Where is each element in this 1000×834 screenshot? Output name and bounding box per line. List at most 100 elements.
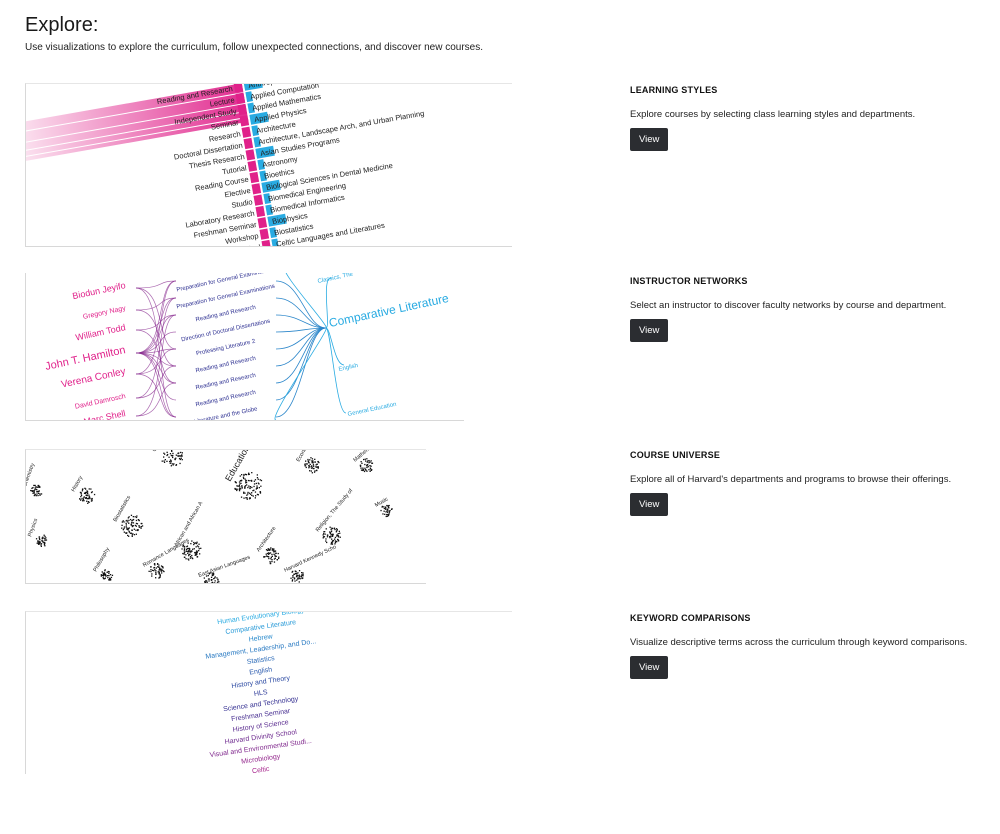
department-bar	[271, 238, 279, 246]
instructor-course-link	[135, 365, 177, 399]
instructor-networks-view-button[interactable]: View	[630, 319, 669, 342]
department-cluster	[121, 514, 144, 537]
department-bar	[269, 227, 277, 239]
keyword-label: HLS	[254, 689, 269, 698]
course-label: Reading and Research	[195, 356, 256, 375]
card-description: Select an instructor to discover faculty…	[630, 300, 947, 311]
other-department-label: General Education	[347, 402, 397, 418]
department-cluster	[290, 570, 304, 583]
style-band	[26, 103, 247, 155]
page-subtitle: Use visualizations to explore the curric…	[25, 42, 484, 53]
keyword-link	[281, 652, 512, 694]
department-cluster	[304, 457, 320, 474]
course-label: Professing Literature 2	[196, 339, 257, 358]
keyword-link	[26, 716, 261, 740]
department-link	[274, 327, 327, 420]
department-cluster	[181, 540, 202, 561]
instructor-course-link	[135, 373, 177, 418]
department-cluster	[100, 569, 114, 581]
keyword-link	[281, 652, 512, 683]
style-bar	[249, 171, 260, 184]
department-label: Mathematics	[352, 450, 380, 464]
department-cluster	[148, 563, 165, 579]
keyword-link	[281, 652, 512, 716]
style-bar	[247, 160, 258, 172]
style-band	[26, 84, 244, 136]
course-department-link	[275, 327, 327, 367]
instructor-course-link	[135, 348, 177, 375]
course-department-link	[275, 280, 327, 329]
style-bar	[261, 239, 272, 246]
department-label: Religion, The Study of	[315, 488, 355, 534]
department-cluster	[79, 487, 96, 504]
keyword-label: English	[249, 666, 273, 676]
department-bar	[263, 193, 271, 205]
department-bar	[247, 102, 256, 114]
instructor-course-link	[135, 329, 177, 384]
style-label: Studio	[231, 197, 254, 210]
keyword-comparisons-thumbnail[interactable]: Human Evolutionary Biology Comparative Li…	[25, 611, 512, 774]
learning-styles-thumbnail[interactable]: Reading and Research Lecture Independent S…	[25, 83, 512, 247]
department-bar	[251, 125, 260, 137]
style-band	[26, 117, 249, 166]
keyword-label: Statistics	[246, 655, 275, 666]
department-bar	[243, 84, 263, 91]
card-title: LEARNING STYLES	[630, 85, 718, 95]
style-label: Clinical	[236, 242, 262, 246]
learning-styles-view-button[interactable]: View	[630, 128, 669, 151]
keyword-link	[281, 650, 512, 652]
department-label: Government	[152, 450, 173, 453]
department-bar	[249, 111, 269, 125]
keyword-link	[281, 652, 512, 760]
keyword-label: Hebrew	[248, 633, 274, 643]
style-label: Elective	[224, 186, 251, 199]
keyword-label: History and Theory	[231, 675, 291, 690]
style-bar	[243, 137, 254, 150]
course-universe-thumbnail[interactable]: Education African and African A Biostatist…	[25, 449, 426, 584]
department-bar	[259, 170, 268, 182]
department-cluster	[322, 526, 341, 545]
instructor-course-link	[135, 352, 177, 384]
other-department-label: Classics, The	[317, 273, 354, 285]
course-label: Reading and Research	[195, 305, 256, 324]
course-department-link	[275, 327, 327, 401]
department-bar	[245, 91, 254, 103]
instructor-course-link	[135, 297, 177, 399]
department-label: Chemistry	[26, 462, 36, 488]
instructor-course-link	[135, 297, 177, 311]
style-bar	[241, 126, 252, 138]
department-label: Comparative Literature	[328, 291, 451, 330]
style-bar	[237, 103, 248, 116]
course-department-link	[275, 327, 327, 418]
instructor-networks-thumbnail[interactable]: Biodun Jeyifo Gregory Nagy William Todd Joh…	[25, 273, 464, 421]
department-cluster	[161, 450, 183, 467]
keyword-comparisons-view-button[interactable]: View	[630, 656, 669, 679]
department-label: Education	[223, 450, 252, 483]
department-bar	[255, 145, 275, 159]
course-label: Literature and the Globe	[194, 406, 259, 420]
instructor-label: Gregory Nagy	[82, 305, 127, 321]
style-bar	[245, 149, 256, 161]
department-link	[325, 327, 345, 366]
department-label: Harvard Kennedy Scho	[283, 544, 337, 573]
course-universe-view-button[interactable]: View	[630, 493, 669, 516]
instructor-networks-card: INSTRUCTOR NETWORKS Select an instructor…	[630, 276, 975, 342]
department-cluster	[203, 572, 220, 583]
keyword-link	[281, 652, 512, 749]
instructor-course-link	[135, 314, 177, 354]
other-department-label: English	[338, 363, 359, 373]
department-cluster	[35, 534, 48, 547]
course-label: Reading and Research	[195, 390, 256, 409]
department-cluster	[30, 484, 43, 497]
instructor-course-link	[135, 309, 177, 367]
instructor-label: Marc Shell	[83, 408, 127, 420]
style-bar	[257, 217, 268, 229]
instructor-label: David Damrosch	[74, 393, 126, 411]
keyword-link	[281, 652, 512, 774]
card-title: COURSE UNIVERSE	[630, 450, 721, 460]
